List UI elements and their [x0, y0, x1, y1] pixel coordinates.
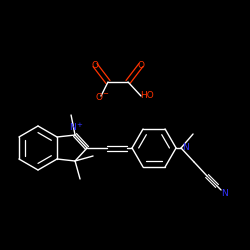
Text: +: +	[76, 122, 82, 128]
Text: N: N	[182, 142, 188, 152]
Text: O: O	[96, 92, 102, 102]
Text: O: O	[138, 60, 144, 70]
Text: −: −	[102, 91, 108, 97]
Text: N: N	[69, 124, 75, 132]
Text: N: N	[221, 188, 228, 198]
Text: O: O	[92, 60, 98, 70]
Text: HO: HO	[140, 92, 154, 100]
